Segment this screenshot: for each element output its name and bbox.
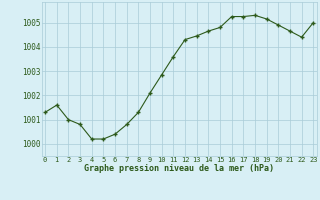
X-axis label: Graphe pression niveau de la mer (hPa): Graphe pression niveau de la mer (hPa) [84, 164, 274, 173]
